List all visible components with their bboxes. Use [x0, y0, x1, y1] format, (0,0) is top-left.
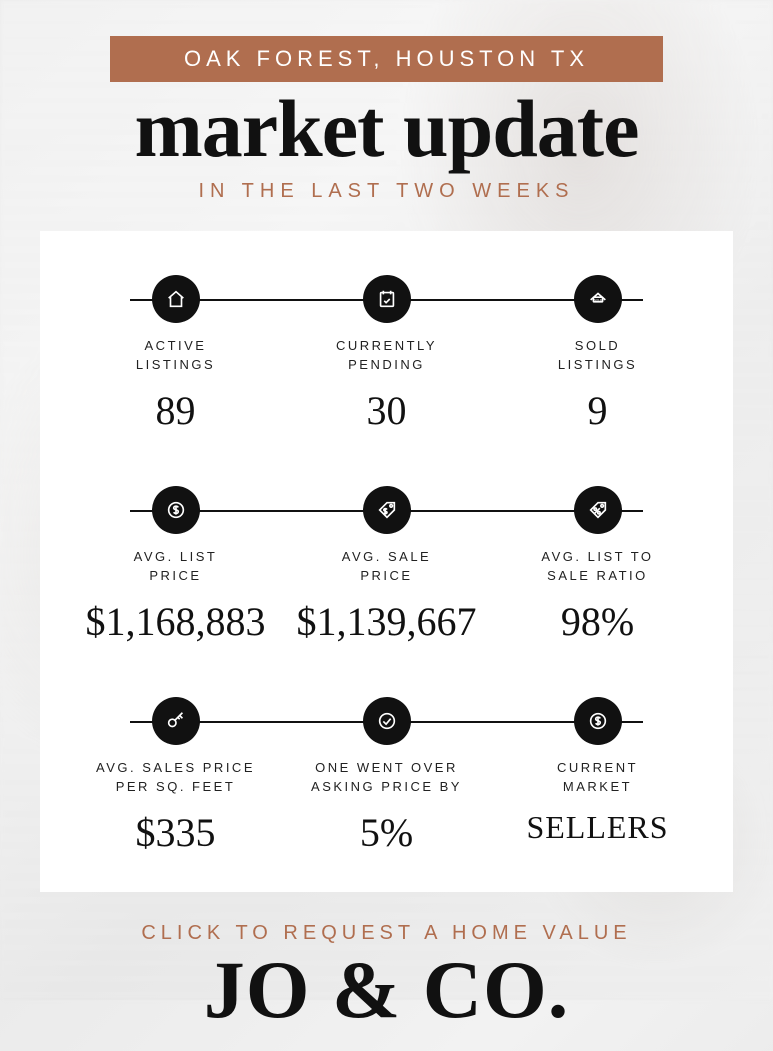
- stat-currently-pending: CURRENTLY PENDING 30: [281, 275, 492, 434]
- stat-value: 9: [588, 387, 608, 434]
- percent-tag-icon: [574, 486, 622, 534]
- cta-text: CLICK TO REQUEST A HOME VALUE: [141, 922, 631, 944]
- stats-row-2: AVG. LIST PRICE $1,168,883 AVG. SALE PRI…: [70, 486, 703, 645]
- price-tag-icon: [363, 486, 411, 534]
- stat-active-listings: ACTIVE LISTINGS 89: [70, 275, 281, 434]
- stat-value: 89: [156, 387, 196, 434]
- stat-value: 30: [367, 387, 407, 434]
- stat-value: $1,168,883: [86, 598, 266, 645]
- calendar-check-icon: [363, 275, 411, 323]
- location-text: OAK FOREST, HOUSTON TX: [184, 46, 589, 71]
- stat-avg-list-price: AVG. LIST PRICE $1,168,883: [70, 486, 281, 645]
- stat-label: AVG. SALE PRICE: [342, 548, 431, 586]
- stat-avg-sale-price: AVG. SALE PRICE $1,139,667: [281, 486, 492, 645]
- cta-link[interactable]: CLICK TO REQUEST A HOME VALUE: [30, 922, 743, 945]
- home-icon: [152, 275, 200, 323]
- dollar-badge-icon: [574, 697, 622, 745]
- stat-label: AVG. LIST TO SALE RATIO: [541, 548, 653, 586]
- stat-sold-listings: SOLD SOLD LISTINGS 9: [492, 275, 703, 434]
- svg-text:SOLD: SOLD: [594, 298, 602, 302]
- page-title: market update: [30, 88, 743, 170]
- stats-row-3: AVG. SALES PRICE PER SQ. FEET $335 ONE W…: [70, 697, 703, 856]
- stat-over-asking: ONE WENT OVER ASKING PRICE BY 5%: [281, 697, 492, 856]
- stat-value: 98%: [561, 598, 634, 645]
- stat-value: $1,139,667: [297, 598, 477, 645]
- location-banner: OAK FOREST, HOUSTON TX: [110, 36, 663, 82]
- key-icon: [152, 697, 200, 745]
- stat-label: CURRENTLY PENDING: [336, 337, 437, 375]
- stat-label: SOLD LISTINGS: [558, 337, 637, 375]
- stat-label: CURRENT MARKET: [557, 759, 638, 797]
- stat-current-market: CURRENT MARKET SELLERS: [492, 697, 703, 856]
- stat-price-per-sqft: AVG. SALES PRICE PER SQ. FEET $335: [70, 697, 281, 856]
- stats-card: ACTIVE LISTINGS 89 CURRENTLY PENDING 30 …: [40, 231, 733, 892]
- stat-label: AVG. LIST PRICE: [134, 548, 218, 586]
- stat-label: ACTIVE LISTINGS: [136, 337, 215, 375]
- dollar-circle-icon: [152, 486, 200, 534]
- page-subtitle: IN THE LAST TWO WEEKS: [30, 180, 743, 203]
- stat-value: SELLERS: [526, 809, 668, 846]
- infographic-content: OAK FOREST, HOUSTON TX market update IN …: [0, 0, 773, 1051]
- brand-logo-text: JO & CO.: [30, 949, 743, 1031]
- sold-sign-icon: SOLD: [574, 275, 622, 323]
- stats-row-1: ACTIVE LISTINGS 89 CURRENTLY PENDING 30 …: [70, 275, 703, 434]
- stat-list-to-sale-ratio: AVG. LIST TO SALE RATIO 98%: [492, 486, 703, 645]
- check-circle-icon: [363, 697, 411, 745]
- stat-value: $335: [136, 809, 216, 856]
- stat-value: 5%: [360, 809, 413, 856]
- stat-label: ONE WENT OVER ASKING PRICE BY: [311, 759, 462, 797]
- stat-label: AVG. SALES PRICE PER SQ. FEET: [96, 759, 255, 797]
